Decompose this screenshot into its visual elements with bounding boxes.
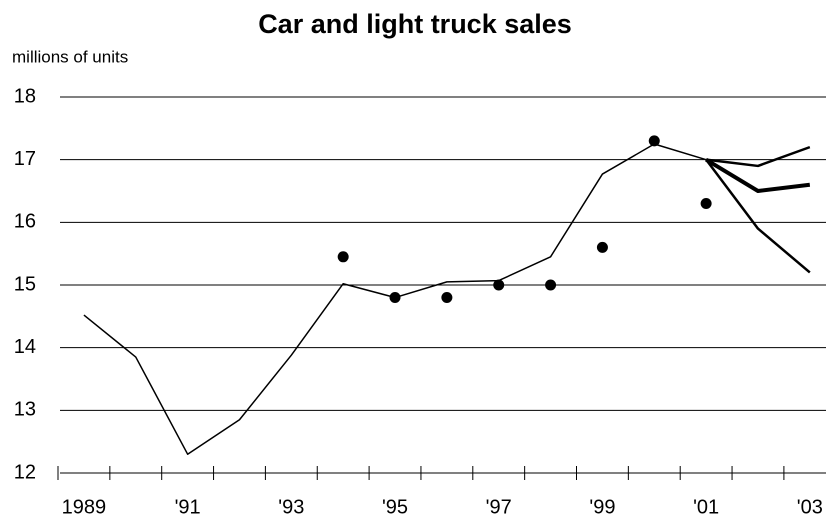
chart-title: Car and light truck sales [258, 9, 572, 39]
x-tick-label: '03 [797, 496, 823, 518]
marker [441, 292, 453, 304]
line [705, 145, 811, 168]
y-tick-label: 16 [14, 211, 36, 233]
x-tick-label: '95 [382, 496, 408, 518]
marker [648, 135, 660, 147]
y-tick-label: 18 [14, 85, 36, 107]
line [705, 157, 811, 193]
marker [545, 279, 557, 291]
y-tick-label: 12 [14, 461, 36, 483]
marker [493, 279, 505, 291]
x-tick-label: '01 [693, 496, 719, 518]
marker [337, 251, 349, 263]
x-tick-label: '93 [278, 496, 304, 518]
marker [389, 292, 401, 304]
y-axis-label: millions of units [12, 47, 128, 66]
marker [596, 241, 608, 253]
marker [700, 198, 712, 210]
y-tick-label: 14 [14, 336, 36, 358]
y-tick-label: 17 [14, 148, 36, 170]
x-tick-label: '91 [175, 496, 201, 518]
y-tick-label: 13 [14, 399, 36, 421]
x-tick-label: 1989 [62, 496, 107, 518]
line [705, 158, 811, 274]
y-tick-label: 15 [14, 273, 36, 295]
x-tick-label: '99 [589, 496, 615, 518]
x-tick-label: '97 [486, 496, 512, 518]
